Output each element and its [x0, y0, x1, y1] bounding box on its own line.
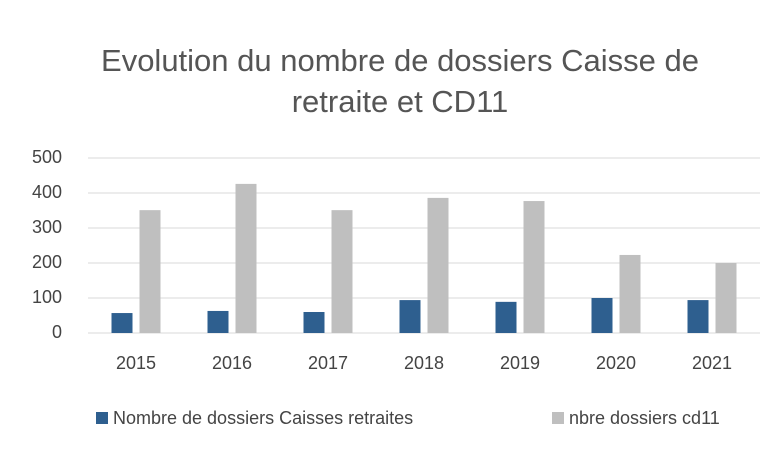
bar: [111, 313, 133, 333]
bar: [427, 197, 449, 333]
x-tick-label: 2015: [116, 353, 156, 373]
legend-label: nbre dossiers cd11: [569, 408, 720, 428]
chart-title: Evolution du nombre de dossiers Caisse d…: [101, 43, 699, 119]
x-tick-label: 2021: [692, 353, 732, 373]
y-tick-label: 300: [32, 217, 62, 237]
x-tick-label: 2019: [500, 353, 540, 373]
legend-swatch: [552, 412, 564, 424]
bar: [715, 263, 737, 333]
y-tick-label: 500: [32, 147, 62, 167]
bar: [591, 298, 613, 333]
x-tick-label: 2017: [308, 353, 348, 373]
bar: [619, 254, 641, 333]
bar: [523, 201, 545, 333]
bar: [399, 300, 421, 333]
legend-label: Nombre de dossiers Caisses retraites: [113, 408, 413, 428]
y-tick-label: 0: [52, 322, 62, 342]
bar: [303, 312, 325, 333]
y-tick-label: 400: [32, 182, 62, 202]
x-tick-label: 2020: [596, 353, 636, 373]
bar: [331, 210, 353, 333]
bar: [495, 301, 517, 333]
y-tick-label: 200: [32, 252, 62, 272]
x-tick-label: 2016: [212, 353, 252, 373]
y-tick-label: 100: [32, 287, 62, 307]
bar: [235, 183, 257, 333]
bar: [139, 210, 161, 333]
x-tick-label: 2018: [404, 353, 444, 373]
bar: [687, 300, 709, 333]
bar: [207, 310, 229, 333]
legend-swatch: [96, 412, 108, 424]
